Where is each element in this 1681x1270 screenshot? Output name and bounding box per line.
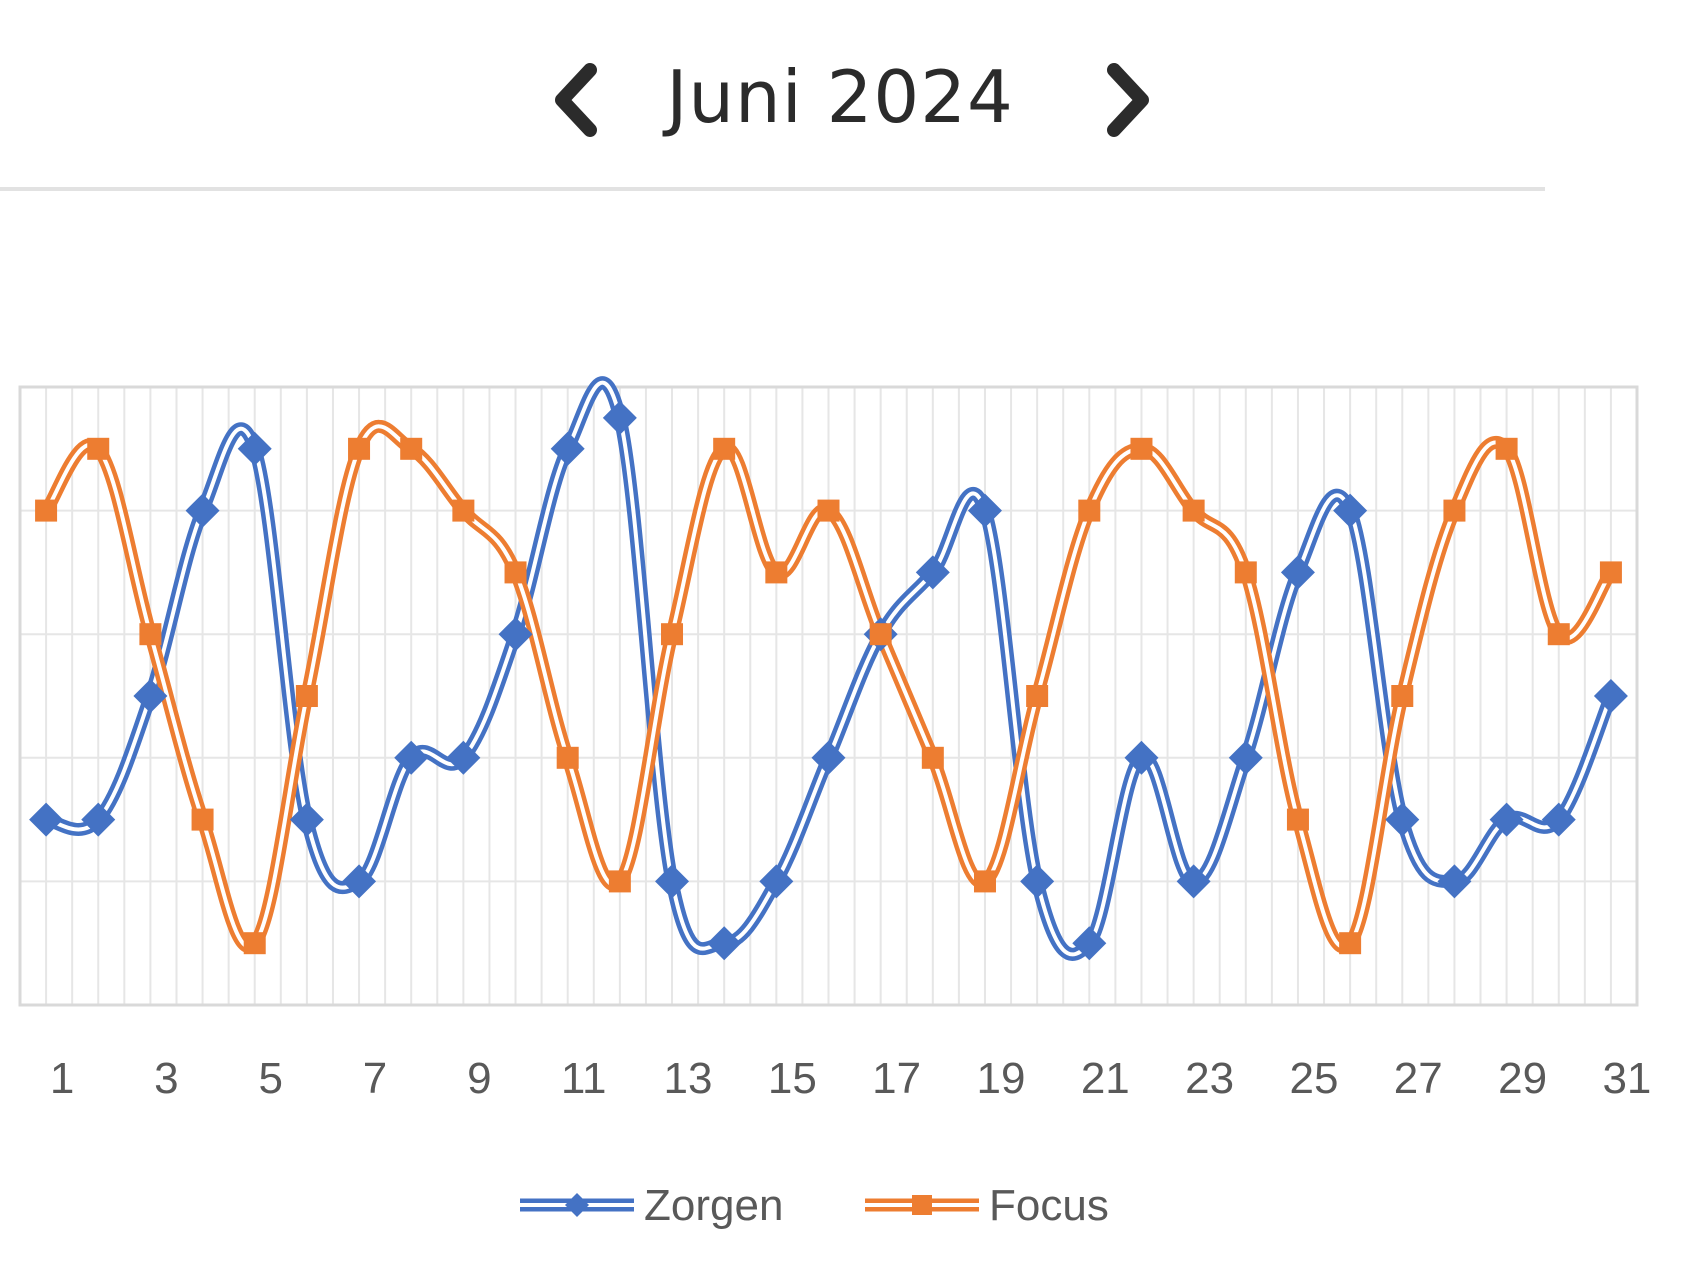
data-point-zorgen [1280, 555, 1315, 590]
x-tick-label: 31 [1602, 1054, 1651, 1103]
x-tick-label: 27 [1394, 1054, 1443, 1103]
data-point-focus [139, 623, 162, 646]
data-point-zorgen [1541, 802, 1576, 837]
header-divider [0, 187, 1545, 191]
x-axis-ticks: 1 3 5 7 9 11 13 15 17 19 21 23 25 27 29 31 [50, 1054, 1652, 1103]
data-point-zorgen [237, 431, 272, 466]
data-point-focus [1182, 499, 1205, 522]
data-point-focus [713, 437, 736, 460]
next-month-button[interactable] [1096, 62, 1156, 138]
data-point-zorgen [342, 864, 377, 899]
x-tick-label: 29 [1498, 1054, 1547, 1103]
month-title: Juni 2024 [666, 55, 1014, 139]
data-point-focus [1078, 499, 1101, 522]
plot-area [18, 385, 1639, 1007]
data-point-zorgen [289, 802, 324, 837]
x-tick-label: 23 [1185, 1054, 1234, 1103]
x-tick-label: 17 [872, 1054, 921, 1103]
chevron-left-icon [555, 63, 597, 137]
data-point-focus [661, 623, 684, 646]
data-point-focus [87, 437, 110, 460]
x-tick-label: 21 [1081, 1054, 1130, 1103]
data-point-zorgen [707, 926, 742, 961]
data-point-focus [1339, 932, 1362, 955]
data-point-focus [921, 746, 944, 769]
data-point-focus [400, 437, 423, 460]
data-point-zorgen [81, 802, 116, 837]
x-tick-label: 13 [664, 1054, 713, 1103]
data-point-focus [765, 561, 788, 584]
x-tick-label: 5 [258, 1054, 282, 1103]
data-point-focus [1547, 623, 1570, 646]
data-point-focus [243, 932, 266, 955]
data-point-zorgen [1020, 864, 1055, 899]
data-point-focus [1599, 561, 1622, 584]
x-tick-label: 15 [768, 1054, 817, 1103]
legend-marker-zorgen [565, 1193, 589, 1217]
x-tick-label: 7 [363, 1054, 387, 1103]
data-point-focus [1391, 685, 1414, 707]
month-header: Juni 2024 [0, 0, 1681, 191]
data-point-focus [1286, 808, 1309, 831]
data-point-zorgen [1593, 679, 1628, 713]
legend-item-zorgen: Zorgen [520, 1181, 783, 1230]
legend-item-focus: Focus [865, 1181, 1109, 1230]
prev-month-button[interactable] [548, 62, 608, 138]
x-tick-label: 1 [50, 1054, 74, 1103]
data-point-zorgen [759, 864, 794, 899]
data-point-focus [608, 870, 631, 893]
legend-label-focus: Focus [989, 1181, 1109, 1230]
data-point-focus [295, 685, 318, 707]
data-point-focus [817, 499, 840, 522]
legend: Zorgen Focus [520, 1181, 1109, 1230]
data-point-focus [1234, 561, 1257, 584]
line-chart: 1 3 5 7 9 11 13 15 17 19 21 23 25 27 29 31 Zorgen Focus [18, 376, 1652, 1230]
data-point-focus [1443, 499, 1466, 522]
data-point-zorgen [498, 617, 533, 652]
data-point-zorgen [185, 493, 220, 528]
data-point-focus [1130, 437, 1153, 460]
data-point-zorgen [602, 400, 637, 435]
data-point-focus [556, 746, 579, 769]
data-point-zorgen [446, 740, 481, 775]
data-point-zorgen [1124, 740, 1159, 775]
data-point-zorgen [915, 555, 950, 590]
data-point-focus [973, 870, 996, 893]
data-point-zorgen [1176, 864, 1211, 899]
data-point-zorgen [1489, 802, 1524, 837]
data-point-zorgen [550, 431, 585, 466]
data-point-focus [1026, 685, 1049, 707]
data-point-zorgen [394, 740, 429, 775]
x-tick-label: 11 [561, 1054, 607, 1103]
legend-marker-focus [912, 1195, 932, 1215]
data-point-focus [191, 808, 214, 831]
data-point-zorgen [811, 740, 846, 775]
data-point-zorgen [29, 802, 64, 837]
legend-label-zorgen: Zorgen [644, 1181, 783, 1230]
data-point-focus [35, 499, 58, 522]
data-point-focus [348, 437, 371, 460]
data-point-zorgen [133, 679, 168, 713]
data-point-zorgen [1437, 864, 1472, 899]
data-point-zorgen [1385, 802, 1420, 837]
data-point-focus [869, 623, 892, 646]
data-point-zorgen [1228, 740, 1263, 775]
data-point-zorgen [655, 864, 690, 899]
x-tick-label: 3 [154, 1054, 178, 1103]
x-tick-label: 9 [467, 1054, 491, 1103]
x-tick-label: 19 [977, 1054, 1026, 1103]
data-point-focus [1495, 437, 1518, 460]
data-point-zorgen [1333, 493, 1368, 528]
data-point-zorgen [1072, 926, 1107, 961]
x-tick-label: 25 [1289, 1054, 1338, 1103]
data-point-focus [504, 561, 527, 584]
series-markers [29, 400, 1628, 961]
chevron-right-icon [1107, 63, 1149, 137]
data-point-focus [452, 499, 475, 522]
data-point-zorgen [967, 493, 1002, 528]
